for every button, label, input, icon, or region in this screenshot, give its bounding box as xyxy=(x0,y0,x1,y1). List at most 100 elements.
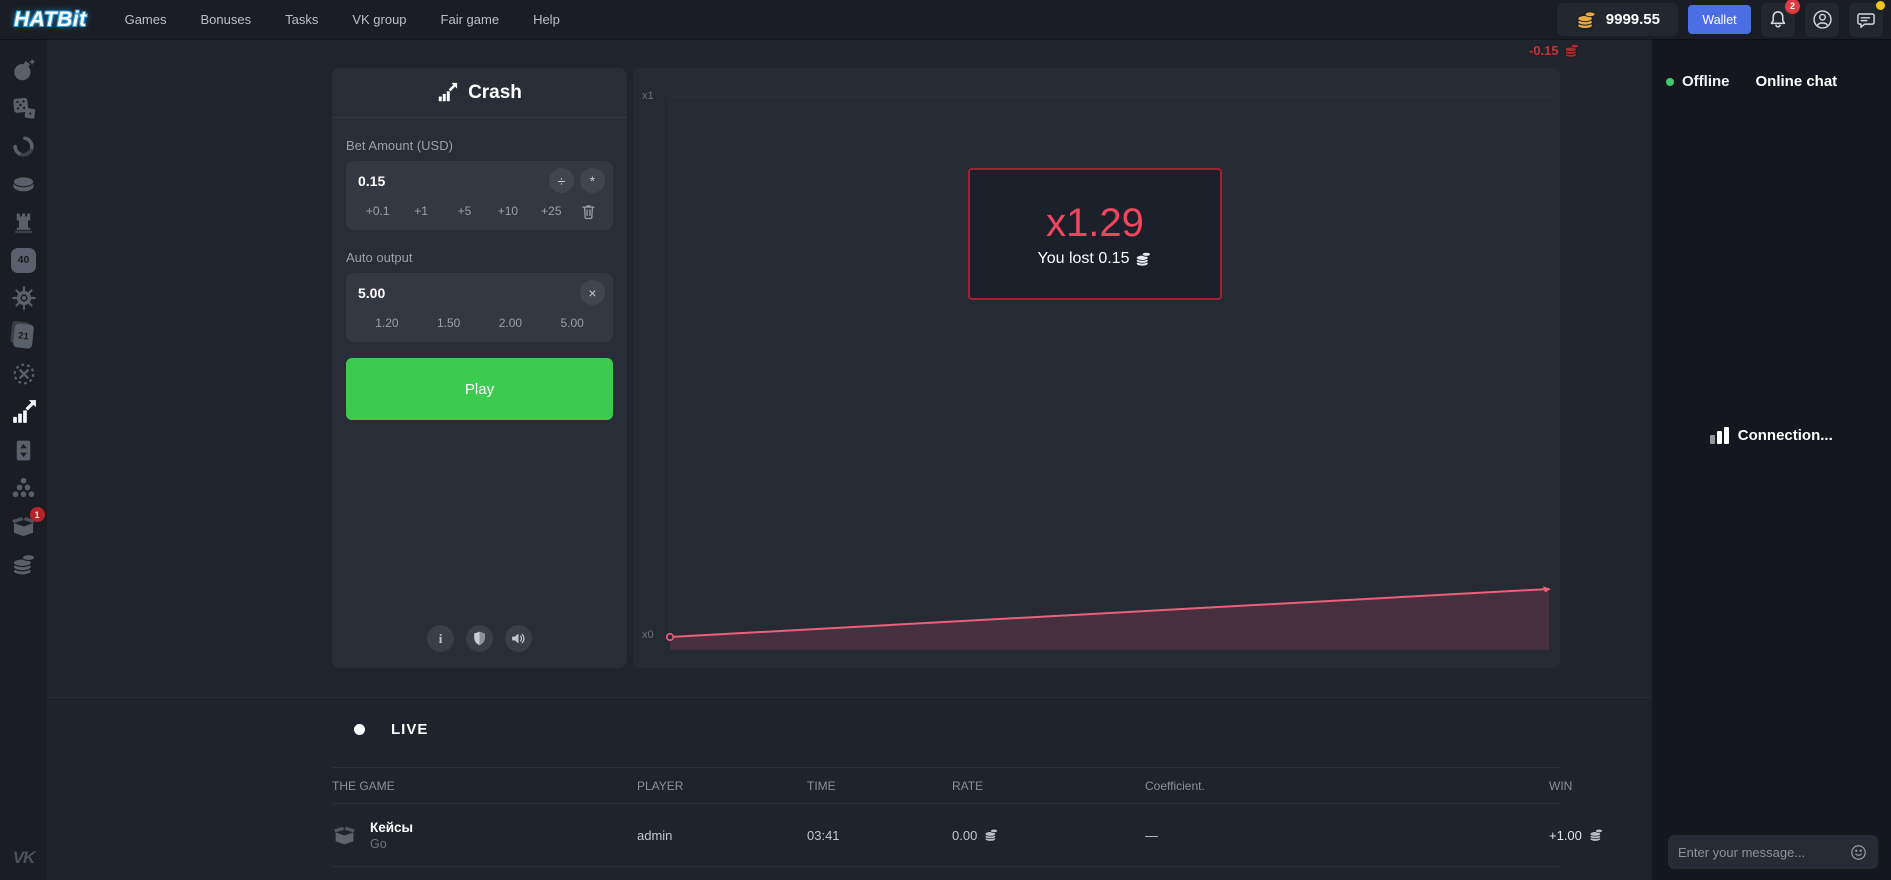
multiply-bet-button[interactable]: * xyxy=(580,168,605,193)
preset-5.00-button[interactable]: 5.00 xyxy=(541,311,603,335)
bomb-icon xyxy=(11,57,37,83)
notifications-button[interactable]: 2 xyxy=(1761,0,1800,37)
game-title: Crash xyxy=(468,81,522,103)
red-coins-icon xyxy=(1563,42,1580,59)
info-button[interactable]: i xyxy=(427,625,454,652)
balance-display[interactable]: 9999.55 xyxy=(1556,3,1678,36)
sound-button[interactable] xyxy=(505,625,532,652)
sidebar-item-dice[interactable] xyxy=(10,94,38,122)
notifications-badge: 2 xyxy=(1785,0,1800,14)
clear-bet-button[interactable] xyxy=(573,202,603,221)
divide-bet-button[interactable]: ÷ xyxy=(549,168,574,193)
quick-add-1-button[interactable]: +1 xyxy=(399,199,442,223)
auto-output-input[interactable] xyxy=(358,284,574,301)
games-sidebar: 40 21 1 VK xyxy=(0,39,47,880)
connection-bars-icon xyxy=(1710,427,1729,444)
col-header-time: TIME xyxy=(807,778,836,793)
online-status-dot xyxy=(1666,77,1674,86)
main-nav: Games Bonuses Tasks VK group Fair game H… xyxy=(125,12,560,27)
sound-icon xyxy=(510,630,527,647)
navbar-right: 9999.55 Wallet 2 xyxy=(1556,0,1885,37)
nav-item-help[interactable]: Help xyxy=(533,12,560,27)
live-table: THE GAME PLAYER TIME RATE Coefficient. W… xyxy=(332,767,1560,867)
quick-add-10-button[interactable]: +10 xyxy=(486,199,529,223)
bell-icon xyxy=(1767,9,1789,31)
live-title: LIVE xyxy=(391,721,429,738)
profile-button[interactable] xyxy=(1805,2,1839,37)
sidebar-item-coinflip[interactable] xyxy=(10,170,38,198)
sidebar-item-cases[interactable]: 1 xyxy=(10,507,45,540)
quick-add-row: +0.1 +1 +5 +10 +25 xyxy=(346,197,613,230)
chat-toggle-button[interactable] xyxy=(1849,0,1885,37)
nav-item-tasks[interactable]: Tasks xyxy=(285,12,319,27)
sidebar-item-crash[interactable] xyxy=(10,398,38,426)
preset-1.20-button[interactable]: 1.20 xyxy=(356,311,418,335)
col-header-game: THE GAME xyxy=(332,778,395,793)
sidebar-item-mines[interactable] xyxy=(10,56,38,84)
nav-item-bonuses[interactable]: Bonuses xyxy=(200,12,252,27)
crash-curve-chart xyxy=(665,96,1553,650)
sidebar-item-wheel[interactable] xyxy=(10,284,38,312)
nav-item-vk-group[interactable]: VK group xyxy=(352,12,407,27)
sidebar-item-roulette[interactable] xyxy=(10,360,38,388)
loss-indicator: -0.15 xyxy=(1529,42,1580,59)
quick-add-5-button[interactable]: +5 xyxy=(443,199,486,223)
crash-chart-icon xyxy=(11,399,37,425)
shield-icon xyxy=(471,630,488,647)
sidebar-item-hilo[interactable] xyxy=(10,436,38,464)
crash-message-row: You lost 0.15 xyxy=(1038,250,1153,268)
coefficient-cell: — xyxy=(1145,827,1158,843)
chat-status: Offline xyxy=(1682,73,1730,90)
time-cell: 03:41 xyxy=(807,827,840,843)
sidebar-item-coins[interactable] xyxy=(10,550,38,578)
quick-add-0.1-button[interactable]: +0.1 xyxy=(356,199,399,223)
sidebar-item-plinko[interactable] xyxy=(10,474,38,502)
win-cell: +1.00 xyxy=(1549,827,1604,843)
nav-item-games[interactable]: Games xyxy=(124,12,167,27)
bet-amount-input[interactable] xyxy=(358,172,543,189)
connection-label: Connection... xyxy=(1737,427,1833,444)
crash-title-icon xyxy=(437,82,458,103)
nav-item-fair-game[interactable]: Fair game xyxy=(440,12,500,27)
bet-amount-row: ÷ * xyxy=(346,161,613,197)
vk-footer-logo[interactable]: VK xyxy=(12,848,36,867)
coins-icon xyxy=(1134,250,1152,268)
crash-message: You lost 0.15 xyxy=(1037,249,1130,267)
roulette-icon xyxy=(11,361,37,387)
balance-amount: 9999.55 xyxy=(1605,11,1660,28)
game-subtitle: Go xyxy=(370,836,387,851)
coins-icon xyxy=(1588,827,1604,843)
rate-value: 0.00 xyxy=(952,827,978,843)
case-box-icon xyxy=(332,823,357,848)
chat-title: Online chat xyxy=(1755,73,1838,90)
preset-2.00-button[interactable]: 2.00 xyxy=(480,311,542,335)
live-feed-inner: LIVE THE GAME PLAYER TIME RATE Coefficie… xyxy=(332,721,1560,867)
clear-auto-output-button[interactable]: × xyxy=(580,280,605,305)
preset-row: 1.20 1.50 2.00 5.00 xyxy=(346,309,613,342)
emoji-button[interactable] xyxy=(1849,843,1868,862)
play-button[interactable]: Play xyxy=(346,358,613,420)
sidebar-item-tower[interactable] xyxy=(10,208,38,236)
axis-label-x0: x0 xyxy=(642,629,654,641)
preset-1.50-button[interactable]: 1.50 xyxy=(418,311,480,335)
auto-output-label: Auto output xyxy=(346,250,413,265)
chat-message-input[interactable] xyxy=(1678,844,1849,860)
sidebar-item-keno[interactable]: 40 xyxy=(10,246,38,274)
win-value: +1.00 xyxy=(1549,827,1582,843)
fairness-button[interactable] xyxy=(466,625,493,652)
chat-connection-status: Connection... xyxy=(1652,427,1891,444)
wallet-button[interactable]: Wallet xyxy=(1688,5,1751,34)
site-logo[interactable]: HATBit xyxy=(14,7,87,31)
live-table-row[interactable]: Кейсы Go admin 03:41 0.00 — +1.00 xyxy=(332,804,1560,867)
live-table-header: THE GAME PLAYER TIME RATE Coefficient. W… xyxy=(332,767,1572,804)
chat-input-wrap xyxy=(1668,835,1878,869)
quick-add-25-button[interactable]: +25 xyxy=(530,199,573,223)
chat-panel: Offline Online chat Connection... xyxy=(1652,39,1891,880)
col-header-rate: RATE xyxy=(952,778,984,793)
chat-bubble-icon xyxy=(1855,9,1877,31)
ring-icon xyxy=(11,134,36,159)
sidebar-item-spin[interactable] xyxy=(10,132,38,160)
live-feed-section: LIVE THE GAME PLAYER TIME RATE Coefficie… xyxy=(47,697,1652,880)
sidebar-item-blackjack[interactable]: 21 xyxy=(10,322,38,350)
keno-40-icon: 40 xyxy=(11,247,36,273)
